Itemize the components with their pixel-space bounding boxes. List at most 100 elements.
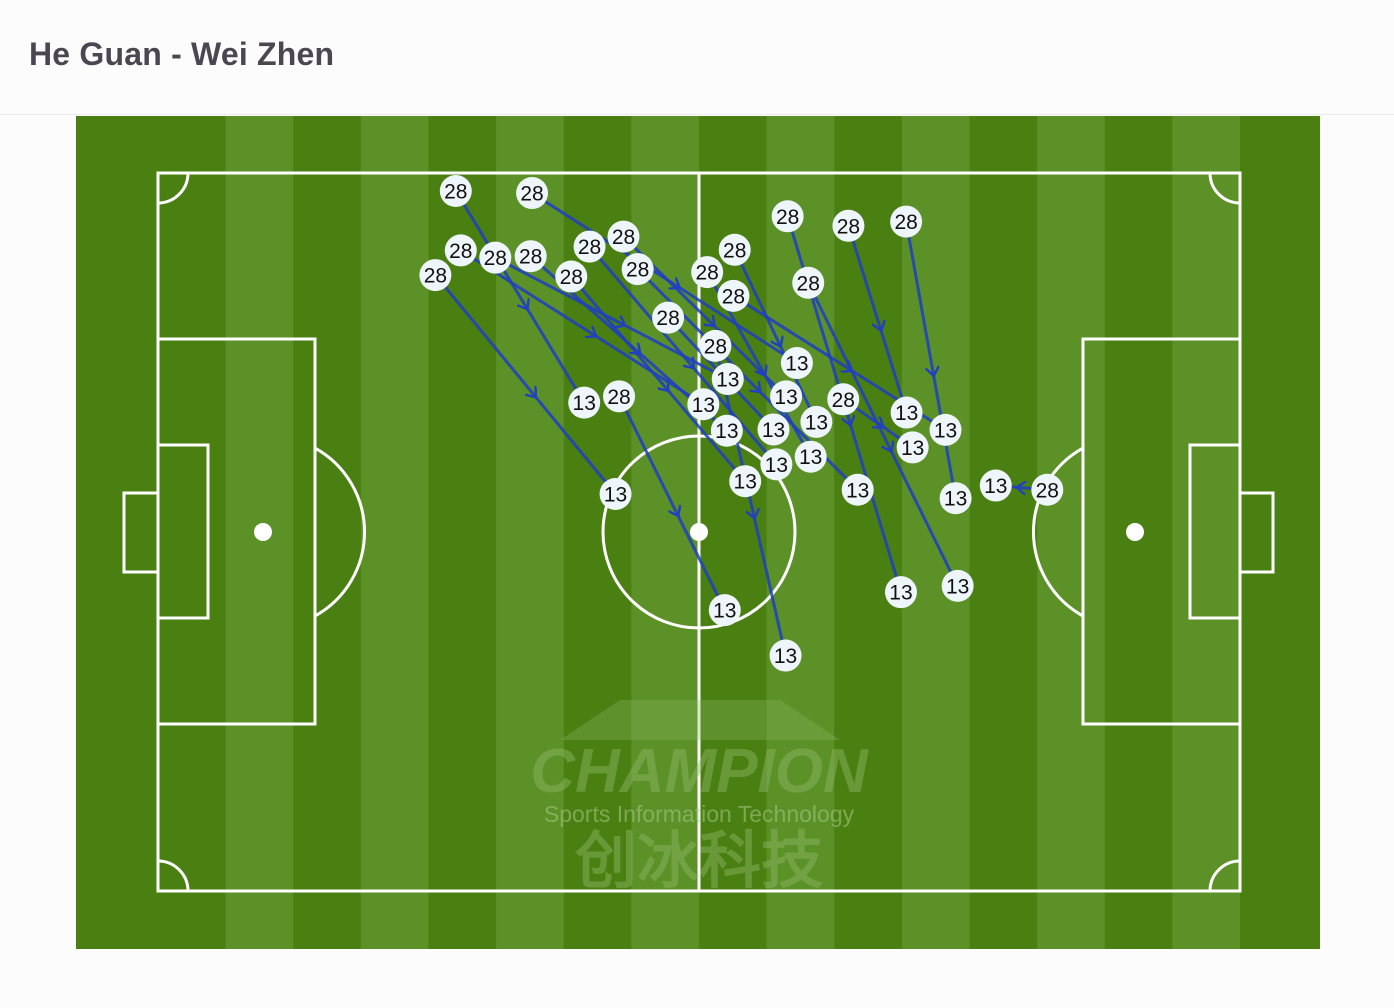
pass-line <box>588 245 778 466</box>
watermark-brand: CHAMPION <box>530 737 869 806</box>
node-label: 13 <box>846 479 869 502</box>
node-label: 28 <box>1036 479 1059 502</box>
node-circle <box>710 414 743 447</box>
node-circle <box>760 448 793 481</box>
node-circle <box>941 569 974 602</box>
header-divider <box>0 114 1394 115</box>
passer-node: 28 <box>419 259 452 292</box>
receiver-node: 13 <box>568 386 601 419</box>
node-circle <box>757 413 790 446</box>
passer-node: 28 <box>832 209 865 242</box>
node-circle <box>939 482 972 515</box>
corner-arc <box>157 859 190 892</box>
node-label: 13 <box>774 386 797 409</box>
pass-line <box>570 275 747 483</box>
passer-node: 28 <box>479 241 512 274</box>
node-circle <box>691 256 724 289</box>
pass-line <box>806 282 959 587</box>
node-circle <box>827 383 860 416</box>
node-circle <box>717 279 750 312</box>
node-circle <box>890 205 923 238</box>
receiver-node: 13 <box>884 576 917 609</box>
node-label: 28 <box>837 215 860 238</box>
watermark-chinese: 创冰科技 <box>575 824 823 897</box>
receiver-node: 13 <box>780 347 813 380</box>
pass-line <box>713 345 788 656</box>
node-circle <box>979 469 1012 502</box>
node-circle <box>890 396 923 429</box>
node-circle <box>444 234 477 267</box>
pass-line <box>459 249 705 406</box>
receiver-node: 13 <box>729 465 762 498</box>
player-nodes: 2813281328132813281328132813281328132813… <box>419 175 1064 672</box>
corner-arc <box>157 172 190 205</box>
node-label: 28 <box>560 266 583 289</box>
pass-line <box>617 395 727 611</box>
node-circle <box>1031 473 1064 506</box>
receiver-node: 13 <box>896 431 929 464</box>
corner-arc <box>1208 172 1241 205</box>
passer-node: 28 <box>691 256 724 289</box>
node-label: 28 <box>607 386 630 409</box>
node-label: 28 <box>723 239 746 262</box>
node-label: 13 <box>713 600 736 623</box>
node-circle <box>841 473 874 506</box>
node-label: 28 <box>832 389 855 412</box>
node-circle <box>800 405 833 438</box>
node-label: 13 <box>805 411 828 434</box>
node-circle <box>555 260 588 293</box>
node-label: 28 <box>626 259 649 282</box>
receiver-node: 13 <box>841 473 874 506</box>
node-label: 13 <box>946 575 969 598</box>
passer-node: 28 <box>439 175 472 207</box>
node-circle <box>929 413 962 446</box>
receiver-node: 13 <box>941 569 974 602</box>
pass-line <box>846 225 909 413</box>
node-circle <box>479 241 512 274</box>
passer-node: 28 <box>621 253 654 286</box>
node-circle <box>516 177 549 210</box>
right-penalty-arc <box>1031 446 1084 618</box>
watermark-tagline: Sports Information Technology <box>544 801 855 827</box>
node-label: 28 <box>797 272 820 295</box>
node-label: 28 <box>520 183 543 206</box>
receiver-node: 13 <box>800 405 833 438</box>
passer-node: 28 <box>718 233 751 266</box>
left-penalty-arc <box>314 446 367 618</box>
receiver-node: 13 <box>711 363 744 396</box>
node-circle <box>770 380 803 413</box>
node-circle <box>419 259 452 292</box>
node-label: 13 <box>762 419 785 442</box>
node-label: 28 <box>695 262 718 285</box>
node-label: 13 <box>944 488 967 511</box>
receiver-node: 13 <box>770 380 803 413</box>
node-circle <box>514 240 547 273</box>
page-title: He Guan - Wei Zhen <box>29 36 335 72</box>
node-circle <box>652 301 685 334</box>
node-label: 13 <box>889 582 912 605</box>
pass-line <box>904 221 958 499</box>
right-goal <box>1238 491 1275 574</box>
receiver-node: 13 <box>890 396 923 429</box>
passer-node: 28 <box>890 205 923 238</box>
node-label: 13 <box>604 483 627 506</box>
node-circle <box>832 209 865 242</box>
receiver-node: 13 <box>939 482 972 515</box>
passer-node: 28 <box>771 200 804 233</box>
right-penalty-spot <box>1126 523 1144 541</box>
node-label: 13 <box>895 402 918 425</box>
pitch-stripe <box>1172 116 1240 949</box>
node-circle <box>568 386 601 419</box>
passer-node: 28 <box>1031 473 1064 506</box>
node-label: 13 <box>734 471 757 494</box>
receiver-node: 13 <box>708 594 741 627</box>
node-label: 28 <box>424 265 447 288</box>
node-circle <box>771 200 804 233</box>
passer-node: 28 <box>792 266 825 299</box>
center-circle <box>601 434 797 630</box>
node-label: 28 <box>519 246 542 269</box>
node-circle <box>603 380 636 413</box>
node-circle <box>599 477 632 510</box>
receiver-node: 13 <box>687 388 720 421</box>
